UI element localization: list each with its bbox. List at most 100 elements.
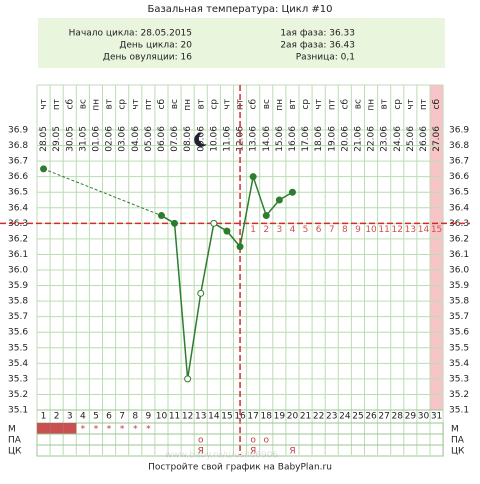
chart-title: Базальная температура: Цикл #10	[147, 4, 332, 15]
weekday: сб	[432, 99, 442, 110]
y-tick-label: 35.4	[8, 359, 28, 369]
x-tick-label: 11	[169, 412, 180, 422]
row-cell: *	[133, 425, 138, 435]
weekday: пт	[144, 99, 154, 110]
weekday: пн	[275, 99, 285, 111]
temp-point	[262, 212, 270, 220]
date: 23.06	[380, 126, 390, 152]
x-tick-label: 23	[326, 412, 337, 422]
weekday: вс	[262, 99, 272, 109]
x-tick-label: 16	[234, 412, 246, 422]
weekday: чт	[314, 99, 324, 110]
x-tick-label: 20	[287, 412, 299, 422]
date: 13.06	[249, 126, 259, 152]
y-tick-label: 36.7	[8, 157, 28, 167]
y-tick-label: 36.5	[8, 188, 28, 198]
y-tick-label: 36.1	[449, 250, 469, 260]
info-text: Разница: 0,1	[296, 53, 355, 63]
x-tick-label: 6	[106, 412, 112, 422]
date: 26.06	[419, 126, 429, 152]
luteal-day: 5	[303, 225, 309, 235]
date: 06.06	[157, 126, 167, 152]
temp-point	[223, 227, 231, 235]
date: 27.06	[432, 126, 442, 152]
x-tick-label: 3	[67, 412, 73, 422]
weekday: вс	[170, 99, 180, 109]
weekday: вт	[380, 99, 390, 110]
x-tick-label: 25	[352, 412, 363, 422]
info-box	[38, 18, 445, 68]
y-tick-label: 35.1	[8, 406, 28, 416]
moon-icon	[194, 132, 207, 147]
y-tick-label: 35.6	[8, 328, 28, 338]
date: 16.06	[288, 126, 298, 152]
y-tick-label: 35.8	[8, 297, 28, 307]
x-tick-label: 29	[405, 412, 417, 422]
weekday: пт	[52, 99, 62, 110]
y-tick-label: 35.9	[449, 281, 469, 291]
x-tick-label: 7	[119, 412, 125, 422]
temp-point	[236, 243, 244, 251]
menses-cell	[50, 423, 64, 434]
info-text: Начало цикла: 28.05.2015	[69, 29, 192, 39]
weekday: сб	[249, 99, 259, 110]
weekday: ср	[209, 99, 219, 110]
y-tick-label: 35.3	[449, 374, 469, 384]
x-tick-label: 21	[300, 412, 311, 422]
x-tick-label: 4	[80, 412, 86, 422]
weekday: пт	[327, 99, 337, 110]
row-label: ПА	[451, 436, 465, 446]
y-tick-label: 36.0	[8, 266, 28, 276]
gap-connector	[43, 168, 162, 217]
luteal-day: 9	[355, 225, 361, 235]
y-tick-label: 36.8	[449, 141, 469, 151]
weekday: чт	[131, 99, 141, 110]
luteal-day: 14	[418, 225, 430, 235]
info-text: День цикла: 20	[119, 41, 192, 51]
y-tick-label: 35.2	[8, 390, 28, 400]
row-cell: *	[81, 425, 86, 435]
date: 08.06	[183, 126, 193, 152]
row-cell: *	[107, 425, 112, 435]
date: 28.05	[39, 126, 49, 152]
x-tick-label: 1	[41, 412, 47, 422]
y-tick-label: 35.7	[8, 312, 28, 322]
temp-point	[171, 219, 179, 227]
x-tick-label: 18	[261, 412, 273, 422]
date: 01.06	[91, 126, 101, 152]
x-tick-label: 8	[132, 412, 138, 422]
x-tick-label: 31	[431, 412, 442, 422]
luteal-day: 13	[405, 225, 416, 235]
date: 21.06	[353, 126, 363, 152]
x-tick-label: 12	[182, 412, 193, 422]
y-tick-label: 36.9	[449, 126, 469, 136]
x-tick-label: 30	[418, 412, 430, 422]
info-text: 2ая фаза: 36.43	[280, 41, 355, 51]
weekday: чт	[406, 99, 416, 110]
luteal-day: 1	[250, 225, 256, 235]
luteal-day: 7	[329, 225, 335, 235]
date: 29.05	[52, 126, 62, 152]
date: 20.06	[340, 126, 350, 152]
x-tick-label: 22	[313, 412, 324, 422]
watermark: www.baby.ru/u/usil66906	[165, 451, 278, 461]
x-tick-label: 17	[247, 412, 258, 422]
x-tick-label: 27	[378, 412, 389, 422]
y-tick-label: 35.6	[449, 328, 469, 338]
expected-period	[430, 85, 444, 410]
luteal-day: 2	[263, 225, 269, 235]
weekday: вс	[353, 99, 363, 109]
temp-point	[184, 375, 192, 383]
weekday: вт	[288, 99, 298, 110]
date: 02.06	[105, 126, 115, 152]
y-tick-label: 36.0	[449, 266, 469, 276]
luteal-day: 6	[316, 225, 322, 235]
weekday: чт	[39, 99, 49, 110]
temp-point	[249, 173, 257, 181]
weekday: пт	[419, 99, 429, 110]
x-tick-label: 24	[339, 412, 351, 422]
row-cell: Я	[289, 447, 295, 457]
y-tick-label: 35.5	[449, 343, 469, 353]
y-tick-label: 36.6	[449, 172, 469, 182]
